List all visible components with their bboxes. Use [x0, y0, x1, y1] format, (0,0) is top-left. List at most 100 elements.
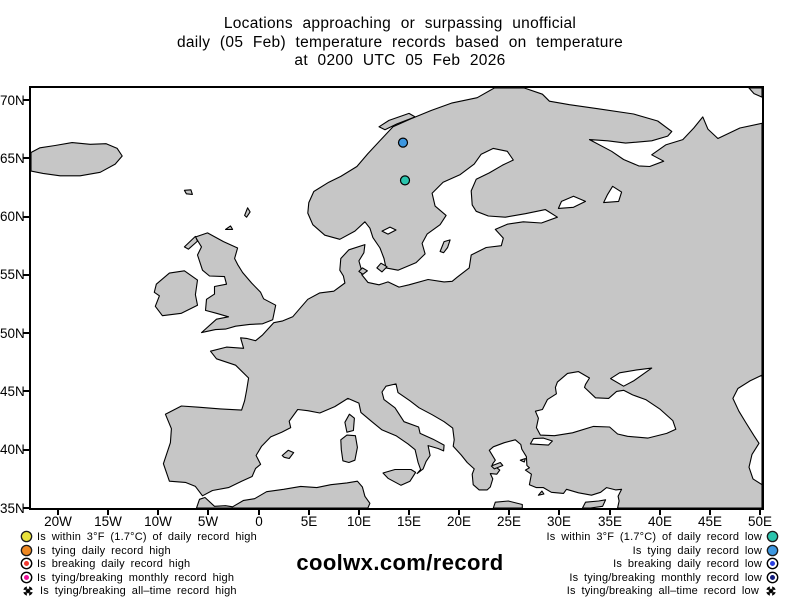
lat-tick-50N — [23, 332, 30, 334]
lon-tick-20W — [57, 510, 59, 515]
lat-label-65N: 65N — [0, 151, 25, 166]
title-line-3: at 0200 UTC 05 Feb 2026 — [294, 52, 506, 69]
legend-item-label: Is tying/breaking all–time record low — [566, 584, 759, 597]
lat-label-60N: 60N — [0, 209, 25, 224]
lon-label-15E: 15E — [396, 514, 422, 529]
legend-circle-icon — [22, 532, 31, 541]
lat-label-50N: 50N — [0, 326, 25, 341]
legend-item: Is tying/breaking monthly record low — [569, 571, 777, 584]
lat-label-35N: 35N — [0, 501, 25, 516]
lat-tick-60N — [23, 216, 30, 218]
lon-tick-50E — [759, 510, 761, 515]
legend-ring-icon — [22, 559, 31, 568]
legend-item-label: Is tying daily record low — [632, 544, 762, 557]
lon-tick-5E — [308, 510, 310, 515]
lon-label-15W: 15W — [94, 514, 122, 529]
land-north-africa — [195, 480, 371, 509]
land-evia — [490, 461, 504, 470]
lon-tick-15W — [107, 510, 109, 515]
legend-item: Is tying/breaking monthly record high — [22, 571, 234, 584]
legend-item-label: Is tying/breaking monthly record high — [37, 571, 235, 584]
legend-item: Is tying/breaking all–time record high — [22, 584, 237, 597]
lon-label-20W: 20W — [44, 514, 72, 529]
lat-tick-55N — [23, 274, 30, 276]
land-faroe — [183, 189, 193, 195]
lon-label-40E: 40E — [647, 514, 673, 529]
land-orkney — [224, 225, 234, 230]
legend-circle-icon — [22, 546, 31, 555]
all-time-star-icon — [765, 584, 777, 597]
lon-tick-45E — [709, 510, 711, 515]
legend-item-label: Is tying/breaking monthly record low — [569, 571, 762, 584]
lon-label-0: 0 — [255, 514, 263, 529]
lon-tick-0 — [258, 510, 260, 515]
legend-item-label: Is breaking daily record high — [37, 557, 191, 570]
land-cyprus — [581, 499, 607, 509]
lon-label-5W: 5W — [197, 514, 219, 529]
legend-ring-icon — [768, 573, 777, 582]
land-mallorca — [281, 449, 295, 460]
legend-item: Is tying/breaking all–time record low — [567, 584, 777, 597]
legend-item: Is breaking daily record low — [613, 557, 777, 570]
lat-label-70N: 70N — [0, 93, 25, 108]
water-sea-of-azov — [610, 367, 653, 387]
lat-tick-40N — [23, 449, 30, 451]
land-sardinia — [340, 434, 358, 464]
title-line-1: Locations approaching or surpassing unof… — [223, 15, 577, 32]
land-great-britain — [194, 232, 277, 334]
legend-item-label: Is within 3°F (1.7°C) of daily record lo… — [546, 530, 762, 543]
europe-map-svg — [30, 87, 763, 509]
land-lesbos — [519, 457, 526, 463]
lon-label-35E: 35E — [597, 514, 623, 529]
record-point-within-daily-low — [399, 175, 411, 186]
legend-item: Is tying daily record high — [22, 544, 171, 557]
legend-item: Is within 3°F (1.7°C) of daily record hi… — [22, 530, 257, 543]
lon-label-30E: 30E — [546, 514, 572, 529]
land-lofoten — [378, 112, 416, 131]
land-corsica — [344, 413, 355, 433]
land-ireland — [153, 270, 199, 317]
lon-label-5E: 5E — [300, 514, 318, 529]
land-iceland — [30, 142, 123, 177]
legend-item: Is tying daily record low — [633, 544, 777, 557]
lon-tick-30E — [558, 510, 560, 515]
lon-tick-15E — [408, 510, 410, 515]
land-funen — [358, 267, 368, 275]
map-canvas — [30, 87, 763, 509]
land-hebrides — [183, 235, 199, 250]
land-zealand — [376, 262, 388, 273]
all-time-star-icon — [22, 584, 34, 597]
watermark-text: coolwx.com/record — [296, 550, 504, 575]
lon-label-50E: 50E — [747, 514, 773, 529]
lat-label-55N: 55N — [0, 267, 25, 282]
lon-label-10W: 10W — [144, 514, 172, 529]
legend-ring-icon — [768, 559, 777, 568]
map-frame — [29, 86, 764, 510]
lon-tick-20E — [458, 510, 460, 515]
lat-label-40N: 40N — [0, 442, 25, 457]
lon-tick-10E — [358, 510, 360, 515]
lon-label-20E: 20E — [446, 514, 472, 529]
lat-tick-65N — [23, 157, 30, 159]
lat-tick-35N — [23, 507, 30, 509]
land-shetland — [244, 207, 251, 218]
land-crete — [492, 500, 523, 509]
legend-item-label: Is within 3°F (1.7°C) of daily record hi… — [37, 530, 257, 543]
lon-tick-35E — [609, 510, 611, 515]
land-rhodes — [537, 490, 545, 496]
lat-tick-45N — [23, 390, 30, 392]
lon-tick-25E — [508, 510, 510, 515]
legend-item-label: Is tying daily record high — [37, 544, 171, 557]
lon-label-45E: 45E — [697, 514, 723, 529]
water-lake-ladoga — [557, 195, 587, 209]
lat-tick-70N — [23, 99, 30, 101]
lat-label-45N: 45N — [0, 384, 25, 399]
water-lake-vanern — [381, 226, 397, 235]
legend-circle-icon — [768, 532, 777, 541]
lon-tick-40E — [659, 510, 661, 515]
record-point-tying-daily-low — [397, 137, 409, 148]
water-sea-of-marmara — [529, 437, 553, 446]
water-lake-onega — [603, 185, 623, 204]
land-sicily — [382, 468, 417, 486]
